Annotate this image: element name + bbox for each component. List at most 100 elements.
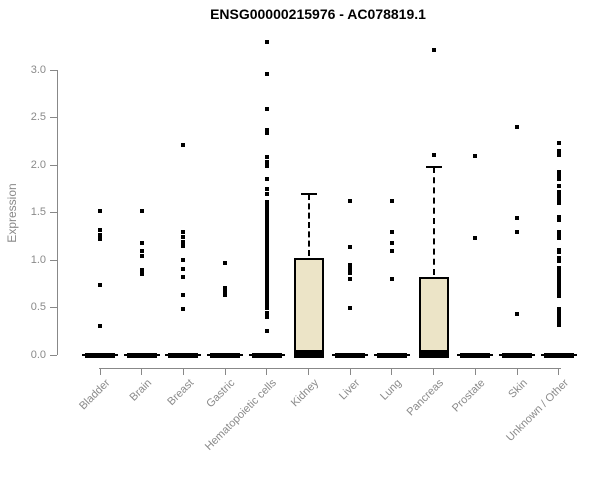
data-point	[556, 282, 561, 287]
data-point	[556, 141, 561, 146]
data-point	[139, 272, 144, 277]
data-point	[223, 293, 228, 298]
data-point	[556, 152, 561, 157]
data-point	[556, 229, 561, 234]
x-axis-tick	[224, 368, 226, 375]
data-point	[264, 234, 269, 239]
data-point	[264, 291, 269, 296]
data-point	[556, 272, 561, 277]
y-axis-tick	[50, 212, 57, 213]
data-point	[264, 211, 269, 216]
data-point	[264, 106, 269, 111]
y-axis-tick	[50, 117, 57, 118]
data-point	[264, 264, 269, 269]
x-axis-tick	[99, 368, 101, 375]
data-point	[556, 169, 561, 174]
x-tick-label: Breast	[164, 377, 196, 408]
data-point	[473, 154, 478, 159]
x-axis-tick	[308, 368, 309, 375]
data-point	[98, 323, 102, 328]
data-point	[139, 240, 144, 245]
data-point	[389, 277, 394, 281]
data-point	[264, 238, 269, 243]
data-point	[139, 267, 144, 272]
data-point	[556, 322, 561, 327]
data-point	[264, 253, 269, 258]
data-point	[556, 318, 561, 323]
data-point	[556, 215, 561, 220]
data-point	[431, 48, 436, 53]
data-point	[181, 307, 186, 312]
data-point	[264, 295, 269, 300]
whisker-cap	[425, 165, 442, 168]
data-point	[264, 155, 269, 160]
whisker-line	[307, 193, 310, 257]
box-median-line	[82, 354, 118, 356]
data-point	[264, 191, 269, 196]
x-tick-label: Gastric	[204, 377, 238, 411]
data-point	[264, 203, 269, 208]
data-point	[264, 207, 269, 212]
data-point	[515, 312, 519, 317]
data-point	[348, 271, 353, 276]
data-point	[264, 177, 269, 182]
data-point	[556, 294, 561, 299]
data-point	[264, 268, 269, 273]
box-median-line	[207, 354, 244, 356]
data-point	[556, 265, 561, 270]
x-axis-tick	[182, 368, 184, 375]
data-point	[223, 260, 228, 265]
box-body	[293, 258, 324, 352]
data-point	[264, 287, 269, 292]
data-point	[264, 272, 269, 277]
box-median-line	[373, 354, 410, 356]
data-point	[264, 186, 269, 191]
y-tick-label: 2.0	[30, 158, 46, 171]
y-axis-tick	[50, 259, 57, 261]
x-axis-tick	[558, 368, 560, 375]
data-point	[264, 163, 269, 168]
data-point	[139, 208, 144, 213]
data-point	[515, 125, 519, 129]
data-point	[181, 229, 186, 234]
data-point	[556, 275, 561, 280]
data-point	[556, 290, 561, 295]
x-axis-tick	[433, 368, 435, 375]
data-point	[389, 230, 394, 235]
data-point	[556, 247, 561, 252]
y-tick-label: 0.0	[30, 348, 46, 361]
x-axis-line	[99, 368, 561, 369]
data-point	[431, 152, 436, 157]
y-axis-line	[57, 70, 58, 355]
x-axis-tick	[391, 368, 393, 375]
data-point	[98, 233, 102, 238]
data-point	[515, 230, 519, 235]
box-median-line	[123, 354, 160, 356]
data-point	[556, 236, 561, 241]
x-axis-tick	[349, 368, 351, 375]
data-point	[264, 260, 269, 265]
data-point	[264, 241, 269, 246]
data-point	[556, 177, 561, 182]
data-point	[264, 257, 269, 262]
box-median-line	[457, 354, 494, 356]
box-median-bar	[418, 352, 449, 358]
data-point	[264, 40, 269, 45]
x-tick-label: Hematopoietic cells	[203, 377, 280, 453]
data-point	[556, 307, 561, 312]
y-tick-label: 0.5	[30, 301, 46, 313]
data-point	[348, 277, 353, 281]
data-point	[223, 289, 228, 294]
data-point	[556, 197, 561, 202]
data-point	[556, 258, 561, 263]
y-axis-tick	[50, 164, 57, 166]
data-point	[264, 219, 269, 224]
data-point	[139, 254, 144, 259]
x-axis-tick	[474, 368, 476, 375]
x-axis-tick	[266, 368, 268, 375]
box-median-line	[248, 354, 285, 356]
y-tick-label: 1.5	[30, 206, 46, 218]
data-point	[181, 258, 186, 262]
box-median-bar	[293, 352, 324, 358]
